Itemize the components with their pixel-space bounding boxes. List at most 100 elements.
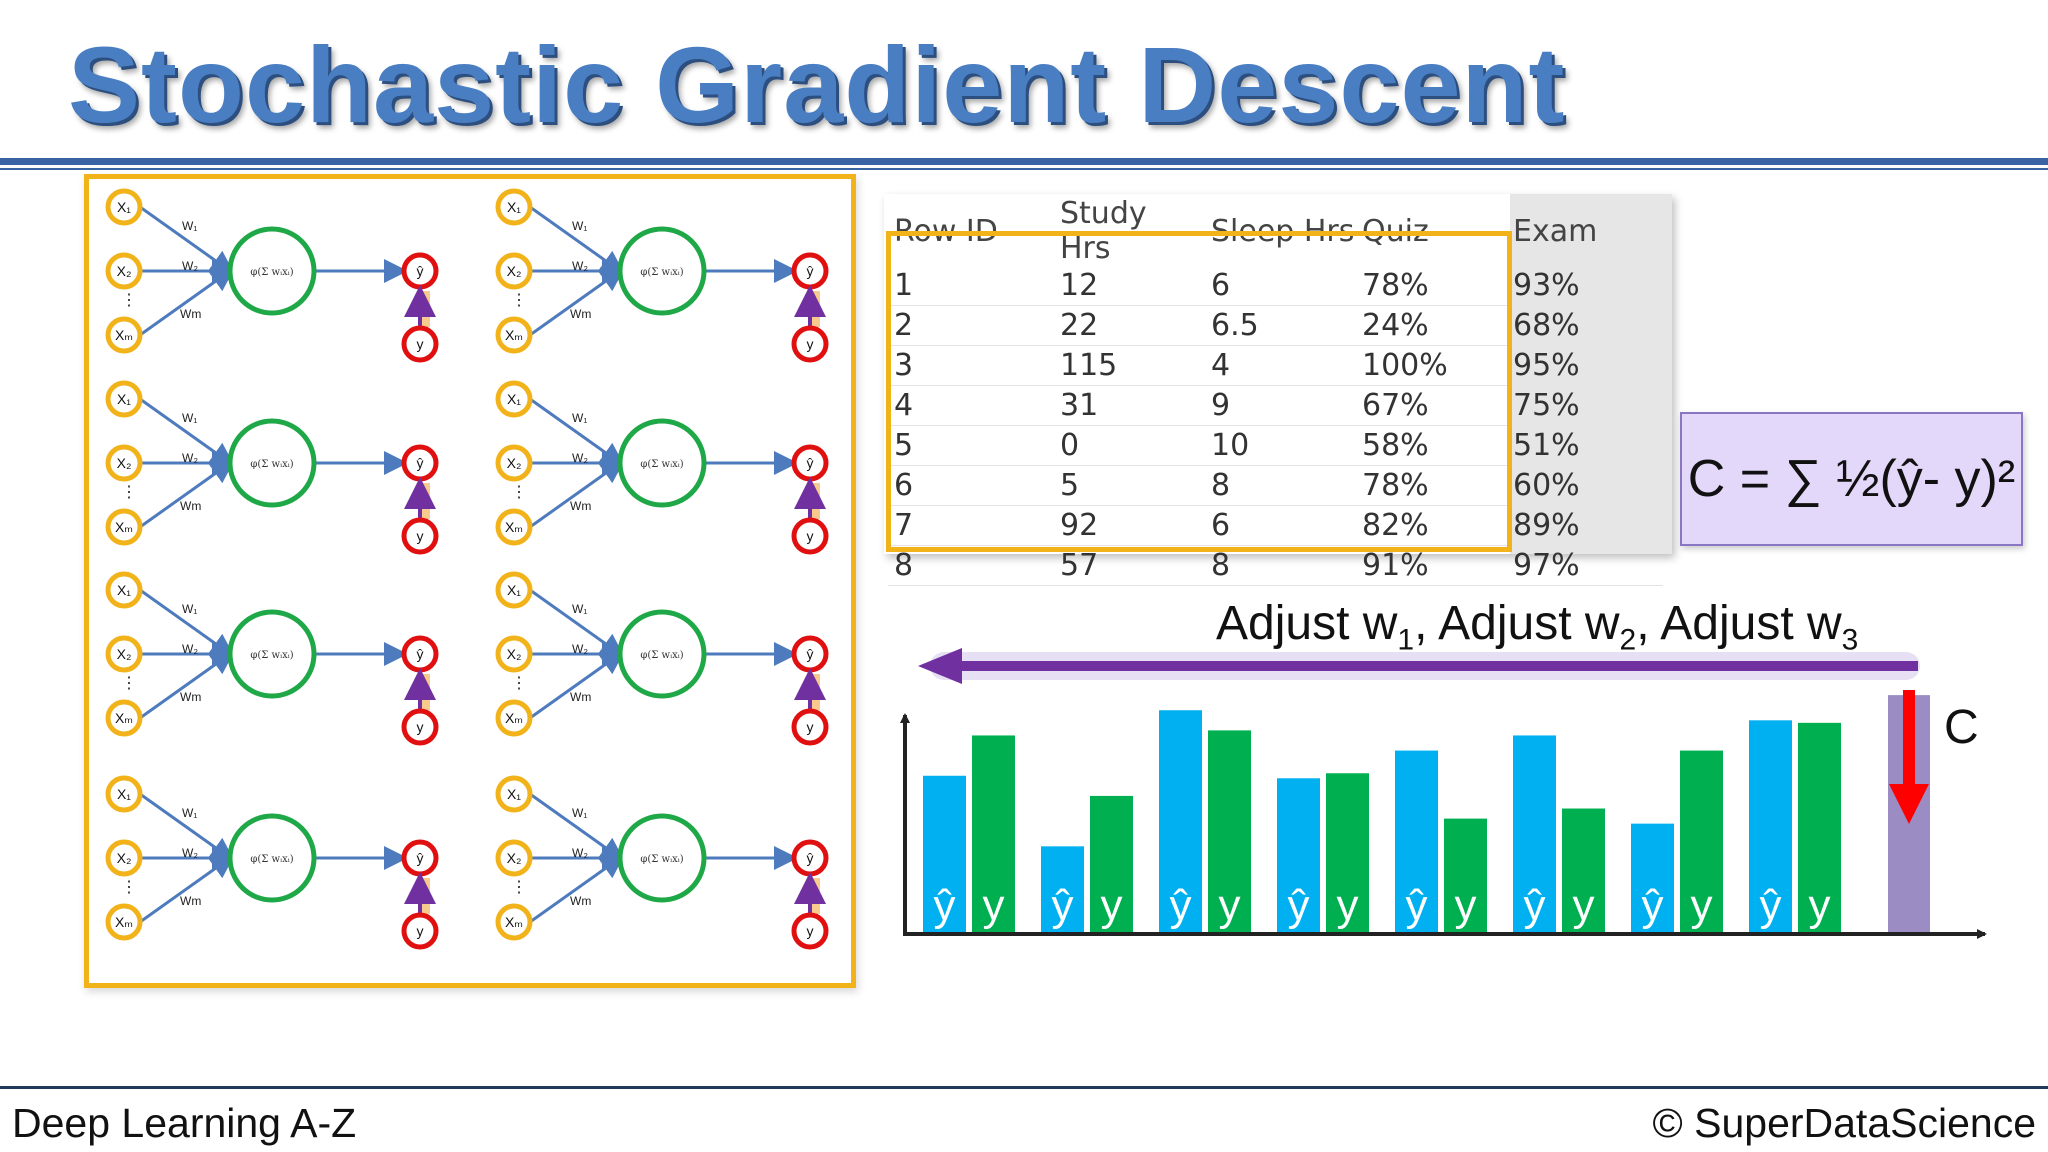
footer-course: Deep Learning A-Z: [12, 1100, 357, 1146]
connection-line: [139, 459, 235, 529]
footer-copyright: © SuperDataScience: [1652, 1100, 2036, 1146]
input-node: [495, 188, 533, 226]
input-node: [105, 444, 143, 482]
ellipsis: ⋮: [121, 292, 137, 309]
actual-bar: [1208, 730, 1251, 932]
adjust-sep-1: ,: [1414, 597, 1439, 650]
activation-formula: φ(Σ wᵢxᵢ): [250, 854, 293, 865]
input-label: Xₘ: [505, 914, 523, 930]
actual-node: [401, 517, 439, 555]
weight-label: Wm: [570, 690, 591, 704]
cell-row-id: 4: [888, 385, 1054, 426]
weight-label: Wm: [570, 894, 591, 908]
actual-label: y: [807, 923, 814, 939]
cell-quiz: 91%: [1356, 545, 1507, 586]
page-title: Stochastic Gradient Descent: [68, 24, 1566, 145]
bar-label: ŷ: [1406, 881, 1428, 930]
input-label: X₂: [117, 646, 132, 662]
actual-node: [791, 708, 829, 746]
cell-sleep-hrs: 6.5: [1205, 305, 1356, 346]
weight-label: W₁: [182, 411, 197, 425]
input-label: Xₘ: [505, 710, 523, 726]
input-node: [495, 903, 533, 941]
footer-divider: [0, 1086, 2048, 1089]
cell-quiz: 78%: [1356, 465, 1507, 506]
cell-quiz: 67%: [1356, 385, 1507, 426]
input-label: X₁: [117, 391, 131, 407]
neuron-node: [617, 226, 707, 316]
bar-label: y: [1809, 881, 1831, 930]
table-row: 5 0 10 58% 51%: [888, 425, 1663, 466]
activation-formula: φ(Σ wᵢxᵢ): [640, 267, 683, 278]
header-study-hrs: Study Hrs: [1060, 196, 1147, 266]
activation-formula: φ(Σ wᵢxᵢ): [640, 854, 683, 865]
cell-study-hrs: 57: [1054, 545, 1205, 586]
ellipsis: ⋮: [511, 292, 527, 309]
input-node: [105, 571, 143, 609]
prediction-bar: [1277, 778, 1320, 932]
input-label: X₂: [117, 455, 132, 471]
cell-row-id: 3: [888, 345, 1054, 386]
title-divider-thin: [0, 168, 2048, 170]
network-diagram: W₁ W₂ Wm X₁ X₂ Xₘ ⋮ φ(Σ wᵢxᵢ) ŷ y: [105, 188, 439, 363]
cell-study-hrs: 0: [1054, 425, 1205, 466]
weight-label: W₁: [572, 411, 587, 425]
input-label: X₁: [507, 199, 521, 215]
cell-quiz: 100%: [1356, 345, 1507, 386]
data-table: Row ID Study Hrs Sleep Hrs Quiz Exam 1 12…: [888, 196, 1663, 586]
table-row: 7 92 6 82% 89%: [888, 505, 1663, 546]
output-label: ŷ: [807, 263, 814, 279]
activation-formula: φ(Σ wᵢxᵢ): [640, 650, 683, 661]
adjust-arrow-head: [918, 648, 962, 684]
weight-label: W₂: [182, 642, 198, 656]
adjust-text: Adjust w: [1216, 597, 1398, 650]
input-node: [105, 635, 143, 673]
input-label: Xₘ: [115, 327, 133, 343]
output-label: ŷ: [417, 455, 424, 471]
input-label: X₂: [507, 850, 522, 866]
actual-bar: [1798, 722, 1841, 932]
ellipsis: ⋮: [511, 879, 527, 896]
cell-sleep-hrs: 9: [1205, 385, 1356, 426]
table-row: 4 31 9 67% 75%: [888, 385, 1663, 426]
input-label: X₁: [507, 786, 521, 802]
output-label: ŷ: [417, 646, 424, 662]
input-label: X₁: [507, 391, 521, 407]
bar-label: ŷ: [1052, 881, 1074, 930]
bar-label: y: [983, 881, 1005, 930]
bar-label: y: [1455, 881, 1477, 930]
weight-subscript-1: 1: [1397, 623, 1415, 657]
input-node: [495, 839, 533, 877]
input-label: Xₘ: [505, 519, 523, 535]
network-diagram: W₁ W₂ Wm X₁ X₂ Xₘ ⋮ φ(Σ wᵢxᵢ) ŷ y: [495, 188, 829, 363]
prediction-bar: [1513, 735, 1556, 932]
weight-label: W₂: [572, 642, 588, 656]
bar-label: ŷ: [1642, 881, 1664, 930]
actual-bar: [1680, 750, 1723, 932]
input-node: [105, 316, 143, 354]
cost-arrow-head: [1889, 784, 1929, 824]
actual-node: [401, 325, 439, 363]
cost-label: C: [1944, 701, 1979, 754]
prediction-bar: [1041, 846, 1084, 932]
output-label: ŷ: [417, 263, 424, 279]
cost-formula: C = ∑ ½(ŷ- y)²: [1680, 412, 2023, 546]
table-row: 1 12 6 78% 93%: [888, 266, 1663, 306]
cell-exam: 89%: [1507, 505, 1663, 546]
actual-label: y: [417, 336, 424, 352]
actual-bar: [1090, 795, 1133, 932]
cell-quiz: 24%: [1356, 305, 1507, 346]
actual-node: [401, 708, 439, 746]
weight-label: W₁: [182, 219, 197, 233]
title-divider: [0, 158, 2048, 165]
cell-exam: 97%: [1507, 545, 1663, 586]
cell-sleep-hrs: 8: [1205, 465, 1356, 506]
input-node: [105, 903, 143, 941]
adjust-text-2: Adjust w: [1438, 597, 1620, 650]
bar-label: ŷ: [1288, 881, 1310, 930]
input-node: [105, 252, 143, 290]
weight-label: W₂: [572, 259, 588, 273]
cell-sleep-hrs: 6: [1205, 266, 1356, 306]
ellipsis: ⋮: [121, 484, 137, 501]
connection-line: [529, 267, 625, 337]
